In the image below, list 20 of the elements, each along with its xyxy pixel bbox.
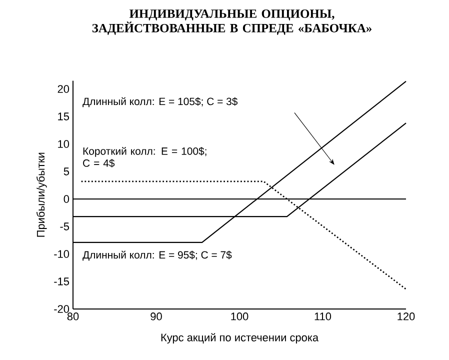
y-axis-title: Прибыли/убытки [36, 152, 47, 237]
x-tick-label: 80 [67, 312, 79, 320]
series-label: Длинный колл: E = 95$; C = 7$ [82, 250, 232, 261]
y-tick-label: 20 [58, 85, 70, 93]
x-axis-title: Курс акций по истечении срока [161, 333, 319, 344]
y-tick-label: -5 [60, 222, 70, 230]
x-tick-label: 90 [150, 312, 162, 320]
chart-title: ИНДИВИДУАЛЬНЫЕ ОПЦИОНЫ, ЗАДЕЙСТВОВАННЫЕ В СПРЕДЕ «БАБОЧКА» [92, 10, 372, 35]
y-tick-label: 15 [58, 112, 70, 120]
y-tick-label: 5 [64, 168, 70, 176]
y-tick-label: -15 [54, 278, 70, 286]
x-tick-label: 120 [398, 312, 415, 320]
annotation: Длинный колл: E = 105$; C = 3$ [82, 97, 238, 108]
y-tick-label: -20 [54, 305, 70, 313]
y-tick-label: 10 [58, 140, 70, 148]
series-label: Короткий колл: E = 100$; C = 4$ [83, 146, 206, 168]
x-tick-label: 100 [231, 312, 248, 320]
y-tick-label: -10 [54, 250, 70, 258]
x-tick-label: 110 [314, 312, 332, 320]
y-tick-label: 0 [64, 195, 70, 203]
